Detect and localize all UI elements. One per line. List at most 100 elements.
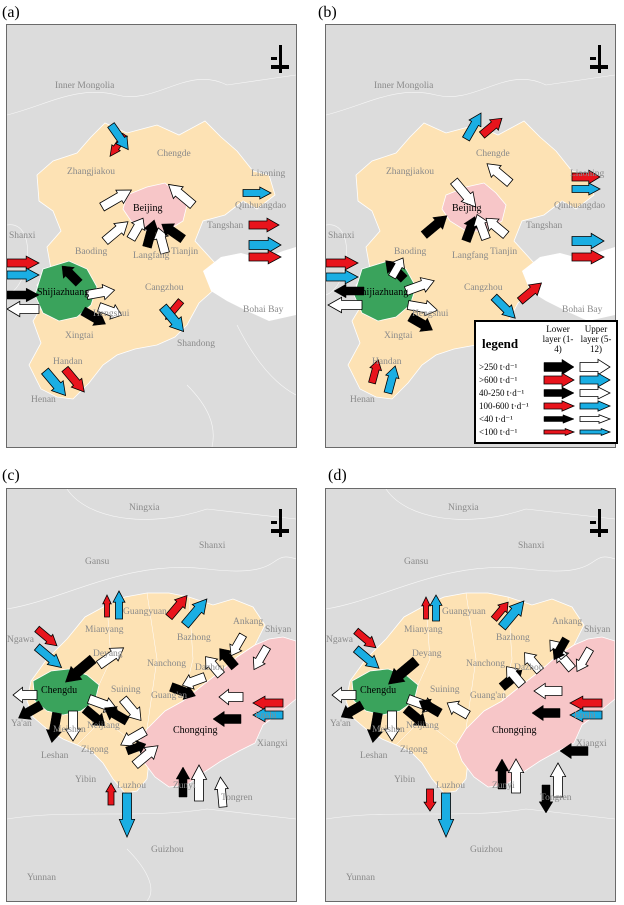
flux-arrow xyxy=(579,414,612,424)
place-qinhuangdao: Qinhuangdao xyxy=(235,201,287,211)
flux-arrow xyxy=(118,792,136,839)
map-b-shapes xyxy=(326,74,615,400)
place-enshi: Enshi xyxy=(574,711,596,721)
flux-arrow xyxy=(418,698,443,718)
place-enshi: Enshi xyxy=(255,711,277,721)
place-liaoning: Liaoning xyxy=(570,169,605,179)
place-yibin: Yibin xyxy=(75,775,97,785)
place-inner-mongolia: Inner Mongolia xyxy=(374,81,434,91)
legend-lower-layer-header: Lower layer (1-4) xyxy=(542,324,574,354)
place-henan: Henan xyxy=(31,395,56,405)
flux-arrow xyxy=(326,255,359,271)
place-guizhou: Guizhou xyxy=(470,845,503,855)
place-handan: Handan xyxy=(53,357,83,367)
place-guangyuan: Guangyuan xyxy=(442,607,486,617)
place-cangzhou: Cangzhou xyxy=(464,283,503,293)
place-inner-mongolia: Inner Mongolia xyxy=(55,81,115,91)
place-guizhou: Guizhou xyxy=(151,845,184,855)
place-baoding: Baoding xyxy=(75,247,108,257)
flux-arrow xyxy=(120,726,148,747)
flux-arrow xyxy=(490,601,509,622)
flux-arrow xyxy=(101,221,129,246)
flux-arrow xyxy=(543,428,576,436)
place-ngawa: Ngawa xyxy=(7,635,34,645)
flux-arrow xyxy=(478,117,503,139)
place-bohai-bay: Bohai Bay xyxy=(562,305,603,315)
flux-arrow xyxy=(368,359,383,385)
legend-row-5: <40 t·d⁻¹ xyxy=(479,414,513,424)
flux-arrow xyxy=(420,215,448,239)
flux-arrow xyxy=(205,656,226,679)
map-a-shapes xyxy=(7,74,296,447)
panel-label-a: (a) xyxy=(2,4,20,21)
flux-arrow xyxy=(7,267,40,283)
flux-arrow xyxy=(352,645,380,669)
region-hebei-b xyxy=(347,120,595,400)
bohai-bay-a xyxy=(203,247,296,321)
flux-arrow xyxy=(579,386,611,400)
flux-arrow xyxy=(543,372,575,388)
flux-arrow xyxy=(18,700,44,720)
flux-arrow xyxy=(497,600,525,631)
flux-arrow xyxy=(402,705,427,726)
flux-arrow xyxy=(102,594,112,618)
flux-arrow xyxy=(107,122,129,151)
place-liaoning: Liaoning xyxy=(251,169,286,179)
place-hengshui: Hengshui xyxy=(412,309,449,319)
place-dazhou: Dazhou xyxy=(195,663,225,673)
legend-row-1: >250 t·d⁻¹ xyxy=(479,362,518,372)
place-tongren: Tongren xyxy=(540,793,572,803)
place-ngawa: Ngawa xyxy=(326,635,353,645)
flux-arrow xyxy=(569,707,603,723)
place-chongqing: Chongqing xyxy=(173,725,218,736)
flux-arrow xyxy=(7,255,40,271)
place-beijing: Beijing xyxy=(452,203,482,214)
flux-arrow xyxy=(81,705,106,726)
flux-arrow xyxy=(96,302,123,320)
place-shanxi: Shanxi xyxy=(328,231,355,241)
flux-arrow xyxy=(383,365,400,395)
place-baoding: Baoding xyxy=(394,247,427,257)
place-chengde: Chengde xyxy=(157,149,191,159)
flux-arrow xyxy=(543,358,575,376)
flux-arrow xyxy=(575,646,595,673)
place-yunnan: Yunnan xyxy=(346,873,376,883)
flux-arrow xyxy=(506,666,527,689)
flux-arrow xyxy=(538,784,554,814)
flux-arrow xyxy=(252,695,284,711)
panel-label-b: (b) xyxy=(318,4,337,21)
place-guangan: Guang'an xyxy=(470,691,507,701)
place-beijing: Beijing xyxy=(133,203,163,214)
place-mianyang: Mianyang xyxy=(404,625,443,635)
flux-arrow xyxy=(383,710,401,742)
place-gansu: Gansu xyxy=(85,557,110,567)
flux-arrow xyxy=(353,627,377,649)
flux-arrow xyxy=(126,217,146,242)
place-tangshan: Tangshan xyxy=(207,221,244,231)
place-meishan: Meishan xyxy=(372,725,405,735)
place-xiangxi: Xiangxi xyxy=(257,739,288,749)
flux-arrow xyxy=(340,700,365,720)
flux-arrow xyxy=(104,706,130,726)
place-nanchong: Nanchong xyxy=(466,659,506,669)
flux-arrow xyxy=(175,766,191,798)
flux-arrow xyxy=(461,112,482,142)
flux-arrow xyxy=(65,654,97,683)
place-guangan: Guang'an xyxy=(151,691,188,701)
place-yibin: Yibin xyxy=(394,775,416,785)
place-luzhou: Luzhou xyxy=(436,781,466,791)
legend-title: legend xyxy=(482,336,519,351)
place-chengde: Chengde xyxy=(476,149,510,159)
region-hebei-a xyxy=(28,120,276,400)
place-zhangjiakou: Zhangjiakou xyxy=(386,167,435,177)
place-chengdu: Chengdu xyxy=(41,685,78,696)
place-xiangxi: Xiangxi xyxy=(576,739,607,749)
flux-arrow xyxy=(248,217,280,233)
place-mianyang: Mianyang xyxy=(85,625,124,635)
place-leshan: Leshan xyxy=(360,751,388,761)
place-tangshan: Tangshan xyxy=(526,221,563,231)
flux-arrow xyxy=(472,213,491,242)
place-langfang: Langfang xyxy=(452,251,489,261)
panel-label-c: (c) xyxy=(2,467,20,484)
flux-arrow xyxy=(406,299,439,317)
